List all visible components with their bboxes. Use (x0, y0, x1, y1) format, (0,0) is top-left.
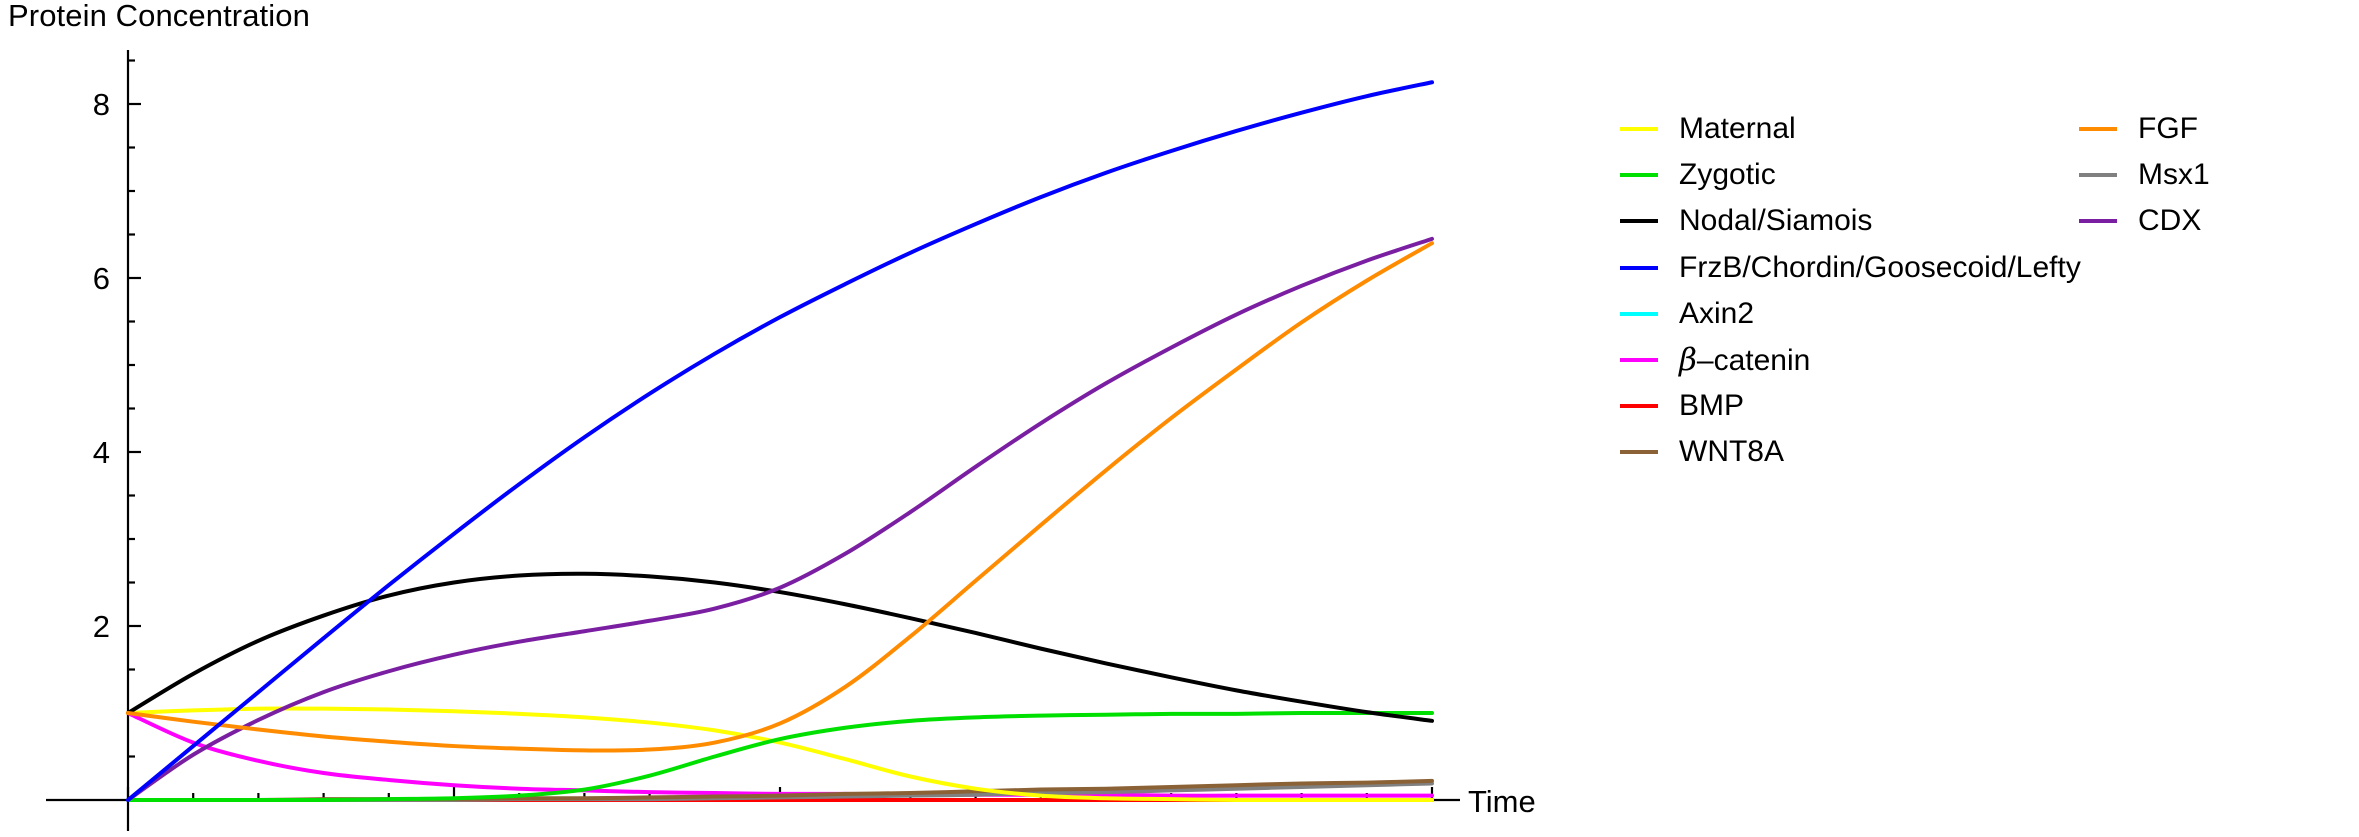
line-swatch-icon (1620, 219, 1658, 224)
chart-figure: Protein Concentration 5 10 15 20 2 4 6 8 Time (8, 0, 1536, 837)
legend-item[interactable]: FGF (2079, 106, 2210, 152)
legend-column-left: Maternal Zygotic Nodal/Siamois FrzB/Chordin… (1620, 106, 2081, 476)
legend-item[interactable]: CDX (2079, 198, 2210, 244)
legend-item[interactable]: Axin2 (1620, 291, 2081, 337)
x-tick-label: 5 (445, 830, 462, 837)
series-line (126, 571, 1434, 723)
line-swatch-icon (1620, 358, 1658, 363)
legend-item-label: FrzB/Chordin/Goosecoid/Lefty (1679, 250, 2081, 284)
legend-item[interactable]: Zygotic (1620, 152, 2081, 198)
line-swatch-icon (1620, 173, 1658, 178)
data-curves (126, 80, 1434, 803)
line-swatch-icon (1620, 265, 1658, 270)
legend-item-label: Maternal (1679, 112, 1796, 146)
line-swatch-icon (2079, 127, 2117, 132)
chart-plot-area: 5 10 15 20 2 4 6 8 Time (46, 50, 1536, 837)
legend-item-label: β–catenin (1679, 341, 1811, 378)
series-line (126, 236, 1434, 802)
line-swatch-icon (1620, 311, 1658, 316)
legend-item[interactable]: BMP (1620, 383, 2081, 429)
legend-item-label: Nodal/Siamois (1679, 204, 1873, 238)
line-swatch-icon (1620, 404, 1658, 409)
series-line (126, 706, 1434, 803)
series-line (126, 241, 1434, 753)
y-tick-label: 4 (93, 435, 110, 470)
legend-column-right: FGF Msx1 CDX (2079, 106, 2210, 245)
legend-item-label: FGF (2138, 112, 2198, 146)
x-axis-label: Time (1468, 784, 1536, 819)
chart-legend: Maternal Zygotic Nodal/Siamois FrzB/Chordin… (1620, 106, 2359, 467)
line-swatch-icon (1620, 450, 1658, 455)
y-tick-label: 6 (93, 261, 110, 296)
legend-item[interactable]: Msx1 (2079, 152, 2210, 198)
y-tick-label: 8 (93, 87, 110, 122)
tick-labels: 5 10 15 20 2 4 6 8 (93, 87, 1449, 837)
line-swatch-icon (2079, 219, 2117, 224)
legend-item[interactable]: β–catenin (1620, 337, 2081, 383)
legend-item[interactable]: Nodal/Siamois (1620, 198, 2081, 244)
series-line (126, 710, 1434, 803)
y-tick-label: 2 (93, 609, 110, 644)
legend-item-label: WNT8A (1679, 435, 1784, 469)
chart-title: Protein Concentration (8, 0, 310, 33)
legend-item-label: Zygotic (1679, 158, 1776, 192)
series-line (126, 80, 1434, 802)
x-tick-label: 20 (1415, 830, 1449, 837)
legend-item-label: BMP (1679, 389, 1745, 423)
legend-item-label: Msx1 (2138, 158, 2210, 192)
legend-item[interactable]: FrzB/Chordin/Goosecoid/Lefty (1620, 245, 2081, 291)
line-swatch-icon (1620, 127, 1658, 132)
legend-item-label: Axin2 (1679, 296, 1755, 330)
x-tick-label: 15 (1089, 830, 1123, 837)
legend-item[interactable]: Maternal (1620, 106, 2081, 152)
line-swatch-icon (2079, 173, 2117, 178)
legend-item[interactable]: WNT8A (1620, 429, 2081, 475)
x-tick-label: 10 (763, 830, 797, 837)
legend-item-label: CDX (2138, 204, 2202, 238)
